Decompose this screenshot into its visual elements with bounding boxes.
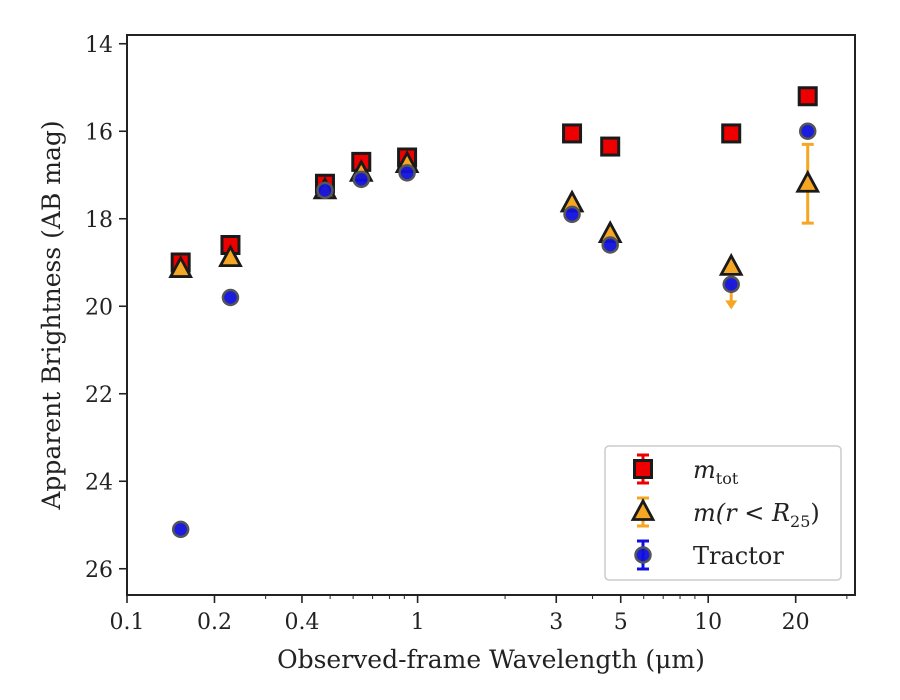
legend-label: m(r < R25) <box>693 499 820 531</box>
data-point-circle <box>798 122 817 140</box>
data-point-triangle <box>218 244 243 268</box>
x-tick-label: 20 <box>782 610 810 635</box>
data-point-circle <box>601 236 619 254</box>
data-point-triangle <box>718 252 744 276</box>
data-point-circle <box>352 170 371 189</box>
y-tick-label: 26 <box>85 558 113 583</box>
legend-label-main: m(r < R <box>693 499 790 527</box>
x-tick-label: 5 <box>614 610 628 635</box>
y-tick-label: 20 <box>85 295 113 320</box>
x-tick-label: 10 <box>694 610 722 635</box>
x-tick-label: 0.2 <box>197 610 232 635</box>
legend-marker-square <box>633 459 653 479</box>
y-tick-label: 14 <box>85 33 113 58</box>
data-point-square <box>721 123 742 144</box>
data-point-triangle <box>168 255 194 278</box>
x-tick-label: 0.1 <box>110 610 145 635</box>
data-point-square <box>797 86 818 107</box>
upper-limit-arrow <box>725 300 738 310</box>
data-point-square <box>600 136 621 157</box>
data-point-circle <box>171 520 190 539</box>
legend-label-main: m <box>693 456 716 484</box>
legend-label: mtot <box>693 456 739 488</box>
y-axis-label: Apparent Brightness (AB mag) <box>37 120 66 510</box>
data-point-circle <box>316 181 334 200</box>
data-point-circle <box>722 275 740 294</box>
legend-box <box>604 445 842 581</box>
y-tick-label: 16 <box>85 120 113 145</box>
legend-marker-circle <box>634 546 652 564</box>
x-tick-label: 0.4 <box>284 610 319 635</box>
data-point-circle <box>221 288 240 307</box>
legend-label-subscript: 25 <box>790 512 810 531</box>
data-point-circle <box>398 164 416 182</box>
plot-area <box>126 34 856 596</box>
legend-label-suffix: ) <box>810 499 819 527</box>
axis-ticks: 0.1 0.2 0.4 1 3 5 10 20 14 16 18 20 22 24 26 <box>85 33 848 635</box>
data-marks <box>168 86 821 539</box>
legend-label-main: Tractor <box>693 542 784 570</box>
data-point-square <box>562 123 583 144</box>
legend-label-subscript: tot <box>716 469 739 488</box>
data-point-circle <box>563 205 581 224</box>
x-tick-label: 1 <box>411 610 425 635</box>
y-tick-label: 18 <box>85 208 113 233</box>
legend: mtot m(r < R25) Tractor <box>604 445 842 581</box>
plot-frame <box>126 34 856 596</box>
legend-label: Tractor <box>693 542 784 570</box>
data-point-triangle <box>795 169 821 193</box>
y-tick-label: 22 <box>85 383 113 408</box>
legend-marker-triangle <box>630 498 656 521</box>
x-tick-label: 3 <box>549 610 563 635</box>
x-axis-label: Observed-frame Wavelength (μm) <box>277 645 705 674</box>
y-tick-label: 24 <box>85 470 113 495</box>
